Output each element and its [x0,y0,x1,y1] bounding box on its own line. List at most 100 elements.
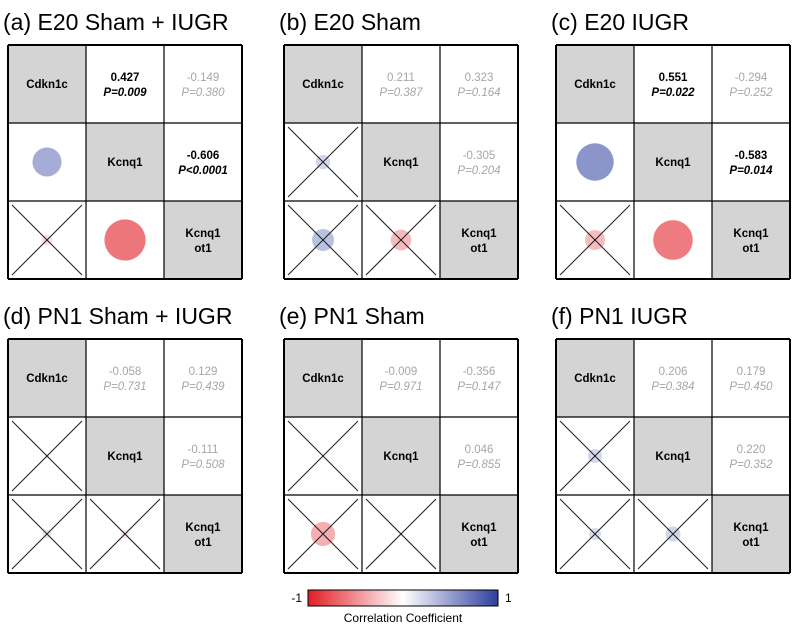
diagonal-cell [440,495,518,573]
p-value: P=0.855 [457,459,501,471]
variable-label: Kcnq1 ot1 [461,522,497,549]
panel-a: (a) E20 Sham + IUGR Cdkn1c Kcnq1 Kcnq1 ot1 0.… [3,9,243,280]
matrix-cell [164,123,242,201]
nonsignificant-cross [287,498,359,570]
variable-label: Kcnq1 ot1 [461,228,497,255]
variable-label: Cdkn1c [302,79,344,91]
diagonal-cell [440,201,518,279]
correlation-value: 0.206 [659,366,688,378]
diagonal-cell [362,417,440,495]
matrix-cell [164,339,242,417]
p-value: P=0.380 [181,87,225,99]
correlation-value: -0.149 [187,72,220,84]
nonsignificant-cross [365,204,437,276]
diagonal-cell [712,495,790,573]
correlation-value: -0.009 [385,366,418,378]
nonsignificant-cross [11,204,83,276]
matrix-cell [440,417,518,495]
diagonal-cell [164,495,242,573]
variable-label: Cdkn1c [574,79,616,91]
panel-b: (b) E20 Sham Cdkn1c Kcnq1 Kcnq1 ot1 0.211 P=0.… [279,9,519,280]
nonsignificant-cross [559,420,631,492]
p-value: P<0.0001 [178,165,228,177]
diagonal-cell [164,201,242,279]
correlation-value: -0.606 [187,150,220,162]
matrix-cell [362,339,440,417]
p-value: P=0.014 [729,165,773,177]
diagonal-cell [284,45,362,123]
diagonal-cell [284,339,362,417]
correlation-value: -0.305 [463,150,496,162]
variable-label: Kcnq1 ot1 [185,228,221,255]
matrix-cell [634,45,712,123]
variable-label: Kcnq1 [107,451,143,463]
p-value: P=0.387 [379,87,423,99]
p-value: P=0.508 [181,459,225,471]
nonsignificant-cross [559,498,631,570]
p-value: P=0.204 [457,165,500,177]
panel-d: (d) PN1 Sham + IUGR Cdkn1c Kcnq1 Kcnq1 ot1 -0… [3,303,243,574]
diagonal-cell [86,417,164,495]
nonsignificant-cross [559,204,631,276]
variable-label: Cdkn1c [26,79,68,91]
nonsignificant-cross [11,498,83,570]
matrix-cell [86,339,164,417]
panel-f: (f) PN1 IUGR Cdkn1c Kcnq1 Kcnq1 ot1 0.206 P=0.… [551,303,791,574]
nonsignificant-cross [287,420,359,492]
nonsignificant-cross [365,498,437,570]
panel-title: (b) E20 Sham [279,9,421,35]
variable-label: Kcnq1 ot1 [733,228,769,255]
variable-label: Cdkn1c [574,373,616,385]
matrix-cell [164,45,242,123]
variable-label: Kcnq1 [107,157,143,169]
correlation-value: -0.111 [188,444,219,456]
correlation-value: 0.046 [465,444,494,456]
matrix-cell [362,45,440,123]
p-value: P=0.384 [651,381,694,393]
p-value: P=0.439 [181,381,225,393]
correlation-value: 0.427 [111,72,140,84]
panel-title: (c) E20 IUGR [551,9,689,35]
diagonal-cell [634,417,712,495]
variable-label: Kcnq1 [655,157,691,169]
p-value: P=0.252 [729,87,773,99]
matrix-cell [712,123,790,201]
correlation-value: -0.294 [735,72,768,84]
correlation-value: 0.220 [737,444,766,456]
colorbar-gradient [307,589,499,607]
diagonal-cell [8,45,86,123]
variable-label: Cdkn1c [26,373,68,385]
p-value: P=0.352 [729,459,773,471]
diagonal-cell [86,123,164,201]
colorbar-title: Correlation Coefficient [344,611,463,625]
matrix-cell [712,45,790,123]
matrix-cell [634,339,712,417]
variable-label: Kcnq1 [383,451,419,463]
colorbar-min-label: -1 [291,591,302,605]
panel-title: (f) PN1 IUGR [551,303,688,329]
p-value: P=0.971 [379,381,422,393]
p-value: P=0.164 [457,87,500,99]
panel-title: (d) PN1 Sham + IUGR [3,303,232,329]
correlation-value: -0.058 [109,366,142,378]
correlation-value: 0.211 [387,72,415,84]
panel-c: (c) E20 IUGR Cdkn1c Kcnq1 Kcnq1 ot1 0.551 P=0.… [551,9,791,280]
correlation-circle [32,147,62,177]
matrix-cell [712,339,790,417]
matrix-cell [440,45,518,123]
correlation-circle [576,143,614,181]
matrix-cell [164,417,242,495]
matrix-cell [86,45,164,123]
p-value: P=0.450 [729,381,773,393]
variable-label: Kcnq1 [383,157,419,169]
matrix-cell [440,123,518,201]
nonsignificant-cross [89,498,161,570]
correlation-value: 0.551 [659,72,688,84]
diagonal-cell [362,123,440,201]
nonsignificant-cross [11,420,83,492]
nonsignificant-cross [637,498,709,570]
variable-label: Kcnq1 ot1 [733,522,769,549]
panels: (a) E20 Sham + IUGR Cdkn1c Kcnq1 Kcnq1 ot1 0.… [3,9,791,574]
correlation-value: 0.179 [737,366,766,378]
correlation-circle [104,219,146,261]
